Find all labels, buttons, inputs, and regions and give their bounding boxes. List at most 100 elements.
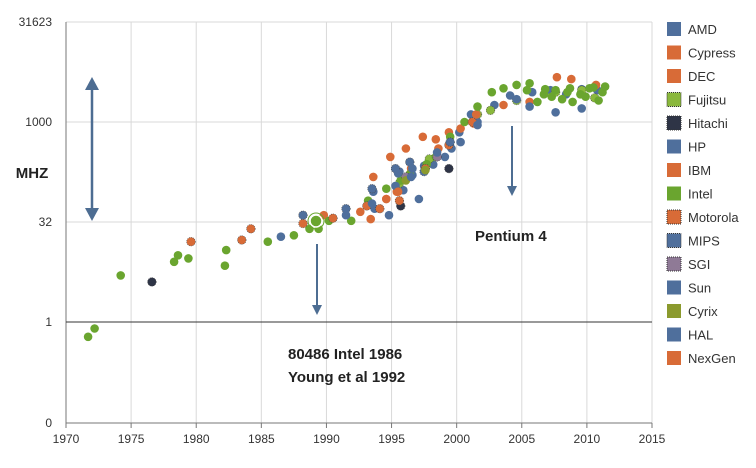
data-point-hal bbox=[406, 172, 416, 182]
data-point-motorola bbox=[375, 204, 385, 214]
data-point-mips bbox=[298, 210, 308, 220]
legend-label-sgi: SGI bbox=[688, 257, 710, 272]
x-tick-label: 1980 bbox=[183, 432, 210, 446]
legend-swatch-intel bbox=[667, 186, 681, 201]
legend-swatch-sgi bbox=[666, 256, 682, 272]
data-point-intel bbox=[221, 245, 231, 255]
data-point-intel bbox=[499, 84, 508, 93]
legend-swatch-fujitsu bbox=[666, 92, 682, 107]
data-point-amd bbox=[276, 232, 286, 241]
data-point-motorola bbox=[237, 235, 247, 245]
legend-swatch-amd bbox=[667, 22, 681, 36]
legend-label-amd: AMD bbox=[688, 22, 717, 37]
x-tick-label: 1985 bbox=[248, 432, 275, 446]
data-point-ibm bbox=[567, 74, 576, 84]
data-point-dec bbox=[369, 172, 378, 182]
data-point-intel bbox=[169, 257, 179, 267]
x-tick-label: 1975 bbox=[118, 432, 145, 446]
data-point-intel bbox=[540, 84, 550, 94]
data-point-dec bbox=[386, 152, 395, 162]
x-tick-label: 2010 bbox=[574, 432, 601, 446]
y-tick-label: 1 bbox=[45, 315, 52, 329]
data-point-ibm bbox=[366, 214, 376, 224]
data-points bbox=[83, 72, 610, 342]
data-point-amd bbox=[414, 194, 424, 204]
legend-swatch-dec bbox=[667, 69, 681, 83]
data-point-intel bbox=[173, 251, 183, 260]
y-tick-labels: 0 1 32 1000 31623 bbox=[19, 15, 53, 430]
data-point-intel bbox=[512, 80, 521, 90]
data-point-intel bbox=[346, 216, 356, 226]
data-point-ibm bbox=[499, 100, 508, 110]
data-point-intel bbox=[547, 92, 556, 101]
x-tick-labels: 1970 1975 1980 1985 1990 1995 2000 2005 2010 2015 bbox=[53, 423, 666, 446]
data-point-sun bbox=[473, 120, 482, 130]
data-point-intel bbox=[565, 84, 575, 93]
data-point-mips bbox=[445, 137, 455, 147]
legend-label-fujitsu: Fujitsu bbox=[688, 93, 726, 108]
data-point-motorola bbox=[328, 213, 338, 223]
data-point-intel bbox=[487, 87, 497, 97]
x-tick-label: 1970 bbox=[53, 432, 80, 446]
data-point-intel bbox=[557, 94, 567, 104]
pentium-4-label: Pentium 4 bbox=[475, 228, 547, 245]
vertical-range-arrow bbox=[85, 77, 99, 221]
legend-swatch-hp bbox=[667, 139, 681, 154]
data-point-intel bbox=[263, 237, 273, 246]
data-point-sun bbox=[551, 108, 560, 117]
data-point-intel bbox=[90, 324, 99, 333]
highlight-ring bbox=[307, 212, 325, 230]
data-point-hitachi bbox=[444, 164, 454, 174]
data-point-sun bbox=[408, 164, 417, 173]
data-point-intel bbox=[598, 87, 607, 97]
data-point-motorola bbox=[246, 224, 256, 234]
legend-label-cyrix: Cyrix bbox=[688, 304, 718, 319]
data-point-intel bbox=[473, 102, 482, 111]
y-tick-label: 0 bbox=[45, 416, 52, 430]
data-point-motorola bbox=[298, 218, 308, 229]
legend-label-dec: DEC bbox=[688, 69, 715, 84]
data-point-sun bbox=[456, 137, 465, 147]
data-point-sun bbox=[512, 94, 521, 104]
data-point-intel bbox=[382, 184, 391, 193]
x-tick-label: 2000 bbox=[443, 432, 470, 446]
data-point-hitachi bbox=[147, 277, 157, 287]
legend-swatch-hal bbox=[667, 327, 681, 342]
data-point-intel bbox=[220, 261, 230, 271]
data-point-ibm bbox=[471, 110, 481, 119]
x-tick-label: 1990 bbox=[313, 432, 340, 446]
data-point-intel bbox=[594, 96, 603, 105]
data-point-motorola bbox=[186, 237, 196, 247]
x-tick-label: 2015 bbox=[639, 432, 666, 446]
data-point-cyrix bbox=[421, 165, 430, 175]
data-point-mips bbox=[367, 184, 377, 194]
data-point-cypress bbox=[356, 207, 365, 217]
data-point-sun bbox=[341, 210, 351, 220]
data-point-ibm bbox=[552, 72, 562, 82]
x-tick-label: 2005 bbox=[508, 432, 535, 446]
data-point-sun bbox=[577, 104, 586, 113]
data-point-fujitsu bbox=[485, 105, 496, 115]
data-point-sun bbox=[367, 199, 377, 208]
data-point-intel bbox=[83, 332, 93, 342]
data-point-dec bbox=[418, 132, 428, 142]
legend-label-motorola: Motorola bbox=[688, 210, 739, 225]
data-point-nexgen bbox=[382, 194, 391, 204]
data-point-intel bbox=[581, 92, 590, 101]
legend-swatch-hitachi bbox=[666, 115, 682, 131]
legend-label-hp: HP bbox=[688, 140, 706, 155]
data-point-intel bbox=[460, 117, 469, 127]
data-point-intel bbox=[585, 84, 594, 93]
x-tick-label: 1995 bbox=[378, 432, 405, 446]
legend-swatch-nexgen bbox=[667, 351, 681, 365]
data-point-dec bbox=[431, 135, 441, 144]
legend-swatch-cyrix bbox=[667, 304, 681, 318]
legend-label-mips: MIPS bbox=[688, 234, 720, 249]
gridlines bbox=[66, 21, 653, 423]
legend-label-sun: Sun bbox=[688, 281, 711, 296]
pentium-4-arrow bbox=[507, 126, 517, 196]
data-point-intel bbox=[551, 85, 560, 95]
data-point-dec bbox=[401, 144, 411, 153]
data-point-sun bbox=[393, 169, 403, 178]
